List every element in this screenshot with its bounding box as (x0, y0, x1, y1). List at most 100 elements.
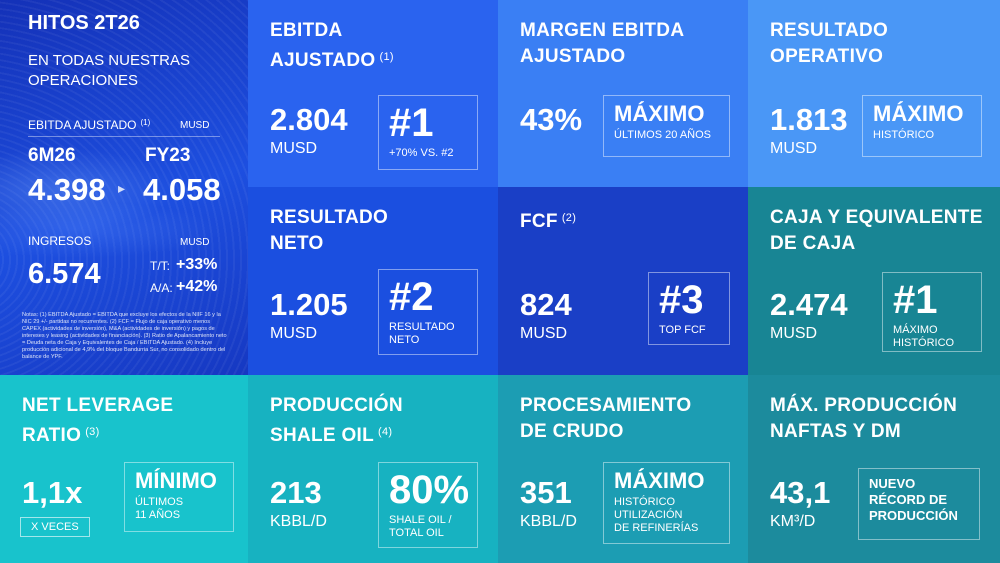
highlight-text: NUEVO (869, 476, 916, 491)
kpi-tile: NET LEVERAGE RATIO (3) 1,1x X VECES MÍNIMO ÚLT… (0, 375, 248, 563)
kpi-tile: MÁX. PRODUCCIÓN NAFTAS Y DM 43,1 KM³/D NUEVO… (748, 375, 1000, 563)
tile-title-line: MÁX. PRODUCCIÓN (770, 393, 957, 419)
kpi-tile: PROCESAMIENTO DE CRUDO 351 KBBL/D MÁXIMO HIST… (498, 375, 748, 563)
change-value: +33% (176, 256, 218, 273)
highlight-text: +70% VS. #2 (389, 147, 454, 159)
tile-title-line: SHALE OIL (4) (270, 419, 403, 449)
tile-title-text: NAFTAS Y DM (770, 421, 902, 442)
summary-panel: HITOS 2T26 EN TODAS NUESTRAS OPERACIONES… (0, 0, 248, 375)
highlight-text: HISTÓRICO (873, 129, 935, 141)
tile-title-line: OPERATIVO (770, 44, 888, 70)
tile-title-line: CAJA Y EQUIVALENTE (770, 205, 983, 231)
highlight-box: #1 MÁXIMO HISTÓRICO (882, 272, 982, 352)
highlight-text: HISTÓRICO (893, 337, 955, 349)
tile-title-text: DE CRUDO (520, 421, 624, 442)
kpi-value: 43% (520, 102, 583, 137)
metric-label: INGRESOS (28, 234, 92, 248)
highlight-heading: #3 (659, 278, 704, 322)
highlight-box: 80% SHALE OIL / TOTAL OIL (378, 462, 478, 548)
tile-title-text: NET LEVERAGE (22, 395, 174, 416)
kpi-tile: FCF (2) 824 MUSD #3 TOP FCF (498, 187, 748, 375)
kpi-tile: RESULTADO NETO 1.205 MUSD #2 RESULTADO NETO (248, 187, 498, 375)
tile-title-text: AJUSTADO (270, 50, 376, 71)
arrow-icon: ▸ (118, 180, 126, 196)
summary-subtitle: OPERACIONES (28, 72, 139, 89)
tile-title-line: DE CRUDO (520, 419, 691, 445)
highlight-box: MÁXIMO HISTÓRICO (862, 95, 982, 157)
highlight-box: NUEVO RÉCORD DE PRODUCCIÓN (858, 468, 980, 540)
tile-title: NET LEVERAGE RATIO (3) (22, 393, 173, 449)
highlight-text: TOTAL OIL (389, 527, 444, 539)
highlight-heading: MÁXIMO (614, 468, 705, 493)
tile-title-text: RESULTADO (270, 207, 389, 228)
metric-value: 6.574 (28, 258, 101, 290)
footnote-ref: (1) (140, 118, 151, 127)
highlight-heading: #1 (893, 278, 938, 322)
kpi-unit: KM³/D (770, 513, 816, 530)
divider (28, 136, 220, 137)
unit: MUSD (180, 120, 210, 131)
change-label: A/A: (150, 281, 173, 295)
tile-title-text: CAJA Y EQUIVALENTE (770, 207, 983, 228)
highlight-heading: MÍNIMO (135, 468, 217, 493)
tile-title-text: MARGEN EBITDA (520, 20, 685, 41)
tile-title-line: RESULTADO (770, 18, 888, 44)
metric-value: 4.058 (143, 172, 221, 207)
change-label: T/T: (150, 259, 170, 273)
tile-title-line: DE CAJA (770, 231, 983, 257)
highlight-box: MÍNIMO ÚLTIMOS 11 AÑOS (124, 462, 234, 532)
kpi-tile: RESULTADO OPERATIVO 1.813 MUSD MÁXIMO HISTÓRI… (748, 0, 1000, 187)
summary-title: HITOS 2T26 (28, 12, 140, 34)
tile-title: EBITDA AJUSTADO (1) (270, 18, 394, 74)
tile-title-text: NETO (270, 233, 324, 254)
kpi-value: 824 (520, 287, 572, 322)
tile-title-line: NETO (270, 231, 388, 257)
kpi-unit: MUSD (270, 325, 318, 342)
highlight-text: ÚLTIMOS (135, 496, 184, 508)
kpi-tile: EBITDA AJUSTADO (1) 2.804 MUSD #1 +70% VS. #2 (248, 0, 498, 187)
kpi-value: 1.813 (770, 102, 848, 137)
tile-title-text: SHALE OIL (270, 425, 375, 446)
kpi-value: 43,1 (770, 475, 831, 510)
metric-label: EBITDA AJUSTADO (1) (28, 118, 150, 132)
kpi-value: 1,1x (22, 475, 83, 510)
tile-title-text: RATIO (22, 425, 82, 446)
tile-title: RESULTADO NETO (270, 205, 388, 257)
kpi-tile: CAJA Y EQUIVALENTE DE CAJA 2.474 MUSD #1 MÁXI… (748, 187, 1000, 375)
tile-title-line: EBITDA (270, 18, 394, 44)
tile-title: PRODUCCIÓN SHALE OIL (4) (270, 393, 403, 449)
tile-title-text: EBITDA (270, 20, 343, 41)
highlight-text: NETO (389, 334, 420, 346)
highlight-text: SHALE OIL / (389, 514, 452, 526)
highlight-text: HISTÓRICO (614, 496, 676, 508)
kpi-value: 351 (520, 475, 572, 510)
highlight-text: RESULTADO (389, 321, 455, 333)
tile-title-line: NAFTAS Y DM (770, 419, 957, 445)
tile-title-text: OPERATIVO (770, 46, 884, 67)
highlight-text: MÁXIMO (893, 324, 938, 336)
tile-title-line: PROCESAMIENTO (520, 393, 691, 419)
kpi-unit: MUSD (520, 325, 568, 342)
kpi-value: 1.205 (270, 287, 348, 322)
tile-title-line: RESULTADO (270, 205, 388, 231)
tile-title: MÁX. PRODUCCIÓN NAFTAS Y DM (770, 393, 957, 445)
kpi-tile: MARGEN EBITDA AJUSTADO 43% MÁXIMO ÚLTIMOS 20… (498, 0, 748, 187)
kpi-unit: X VECES (20, 517, 90, 537)
highlight-text: ÚLTIMOS 20 AÑOS (614, 129, 711, 141)
kpi-unit: MUSD (770, 140, 818, 157)
tile-title: CAJA Y EQUIVALENTE DE CAJA (770, 205, 983, 257)
highlight-text: PRODUCCIÓN (869, 508, 958, 523)
tile-title-line: NET LEVERAGE (22, 393, 173, 419)
kpi-unit: KBBL/D (520, 513, 577, 530)
tile-title: MARGEN EBITDA AJUSTADO (520, 18, 684, 70)
highlight-heading: MÁXIMO (873, 101, 964, 126)
footnote-ref: (1) (379, 51, 394, 63)
kpi-unit: MUSD (770, 325, 818, 342)
kpi-unit: MUSD (270, 140, 318, 157)
tile-title-text: FCF (520, 211, 558, 232)
highlight-box: MÁXIMO ÚLTIMOS 20 AÑOS (603, 95, 730, 157)
period-label: 6M26 (28, 145, 76, 166)
highlight-box: #3 TOP FCF (648, 272, 730, 345)
highlight-box: #2 RESULTADO NETO (378, 269, 478, 355)
